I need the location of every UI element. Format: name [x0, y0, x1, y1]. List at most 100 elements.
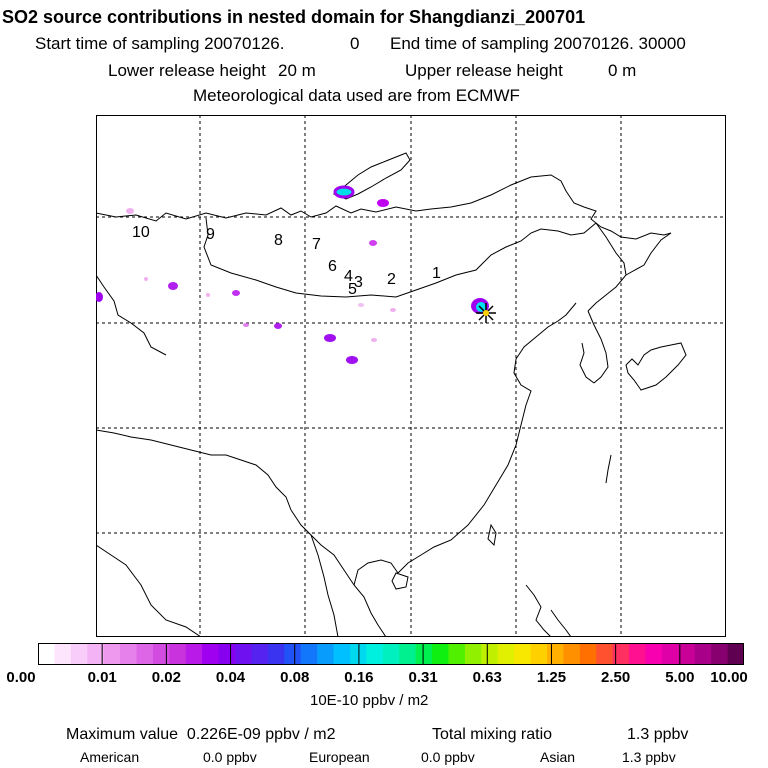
color-scale-swatch	[185, 643, 203, 665]
asian-value: 1.3 ppbv	[622, 749, 676, 765]
blob-7	[324, 334, 336, 342]
blob-4	[369, 240, 377, 246]
color-scale-tick-label: 0.02	[151, 669, 181, 686]
color-scale-swatch	[382, 643, 400, 665]
color-scale-swatch	[284, 643, 302, 665]
color-scale-tick-label: 0.01	[87, 669, 117, 686]
color-scale-swatch	[366, 643, 384, 665]
color-scale-tick-label: 5.00	[665, 669, 695, 686]
region-label-9: 9	[206, 226, 215, 243]
color-scale-swatch	[399, 643, 417, 665]
color-scale-swatch	[694, 643, 712, 665]
european-label: European	[309, 749, 370, 765]
units-label: 10E-10 ppbv / m2	[310, 692, 429, 709]
total-mixing-label: Total mixing ratio	[432, 726, 553, 743]
map-panel	[96, 115, 726, 637]
color-scale-tick-label: 2.50	[601, 669, 631, 686]
color-scale-swatch	[579, 643, 597, 665]
region-label-6: 6	[328, 258, 337, 275]
color-scale-swatch	[300, 643, 318, 665]
region-label-1: 1	[432, 265, 441, 282]
blob-9	[371, 338, 377, 342]
color-scale-swatch	[464, 643, 482, 665]
color-scale-swatch	[711, 643, 729, 665]
color-scale-border	[38, 643, 744, 665]
upper-release-label: Upper release height	[405, 61, 563, 80]
european-value: 0.0 ppbv	[421, 749, 475, 765]
upper-release-value: 0 m	[608, 61, 637, 80]
color-scale-swatch	[432, 643, 449, 665]
maximum-value: Maximum value 0.226E-09 ppbv / m2	[66, 726, 336, 743]
region-label-8: 8	[274, 232, 283, 249]
blob-3	[206, 293, 210, 297]
color-scale-swatch	[70, 643, 88, 665]
blob-8	[346, 356, 358, 364]
region-label-10: 10	[132, 224, 150, 241]
color-scale-swatch	[448, 643, 466, 665]
start-time-label: Start time of sampling 20070126.	[35, 34, 285, 53]
color-scale-swatch	[38, 643, 55, 665]
color-scale-swatch	[251, 643, 269, 665]
blob-1	[168, 282, 178, 290]
color-scale-swatch	[497, 643, 515, 665]
color-scale-tick-label: 1.25	[536, 669, 567, 686]
color-scale-tick-label: 0.63	[472, 669, 502, 686]
color-scale-swatch	[54, 643, 72, 665]
color-scale-swatch	[727, 643, 744, 665]
color-scale-swatch	[645, 643, 663, 665]
blob-2	[232, 290, 240, 296]
color-scale-swatch	[169, 643, 187, 665]
color-scale-swatch	[612, 643, 630, 665]
color-scale-tick-label: 10.00	[710, 669, 748, 686]
region-label-2: 2	[387, 271, 396, 288]
color-scale-swatch	[202, 643, 220, 665]
color-scale-tick-label: 0.00	[6, 669, 36, 686]
blob-6	[274, 323, 282, 329]
color-scale-swatch	[563, 643, 581, 665]
color-scale-swatch	[87, 643, 105, 665]
blob-west	[96, 292, 103, 302]
color-scale-swatch	[514, 643, 532, 665]
color-scale-swatch	[546, 643, 564, 665]
region-label-4: 4	[344, 268, 353, 285]
start-time-value: 0	[350, 34, 360, 53]
boundaries	[96, 152, 687, 637]
color-scale-tick-label: 0.31	[408, 669, 438, 686]
color-scale-bar	[38, 643, 744, 665]
american-label: American	[80, 749, 140, 765]
blob-11	[144, 277, 148, 281]
lower-release-value: 20 m	[278, 61, 316, 80]
blob-baikal-2	[377, 199, 389, 207]
lower-release-label: Lower release height	[108, 61, 266, 80]
blob-baikal	[333, 185, 355, 199]
met-data-label: Meteorological data used are from ECMWF	[193, 86, 520, 105]
color-scale-swatch	[596, 643, 614, 665]
site-star-marker	[476, 303, 496, 323]
color-scale-tick-label: 0.08	[280, 669, 310, 686]
total-mixing-value: 1.3 ppbv	[627, 726, 689, 743]
plot-title: SO2 source contributions in nested domai…	[2, 7, 586, 27]
color-scale-swatch	[661, 643, 679, 665]
american-value: 0.0 ppbv	[203, 749, 257, 765]
color-scale-swatch	[218, 643, 236, 665]
blob-10	[390, 308, 396, 312]
color-scale-swatch	[267, 643, 285, 665]
color-scale-swatch	[481, 643, 499, 665]
color-scale-swatch	[629, 643, 646, 665]
color-scale-swatch	[235, 643, 252, 665]
region-label-7: 7	[312, 236, 321, 253]
asian-label: Asian	[540, 749, 576, 765]
end-time-label: End time of sampling 20070126. 30000	[390, 34, 686, 53]
region-label-3: 3	[354, 274, 363, 291]
color-scale-swatch	[152, 643, 170, 665]
graticule	[96, 115, 726, 637]
color-scale-swatch	[103, 643, 121, 665]
blob-12	[358, 303, 364, 307]
color-scale-swatch	[530, 643, 548, 665]
color-scale-swatch	[678, 643, 696, 665]
color-scale-swatch	[415, 643, 433, 665]
color-scale-tick-label: 0.04	[215, 669, 246, 686]
color-scale-swatch	[136, 643, 154, 665]
color-scale-swatch	[120, 643, 138, 665]
blob-5	[243, 323, 249, 327]
